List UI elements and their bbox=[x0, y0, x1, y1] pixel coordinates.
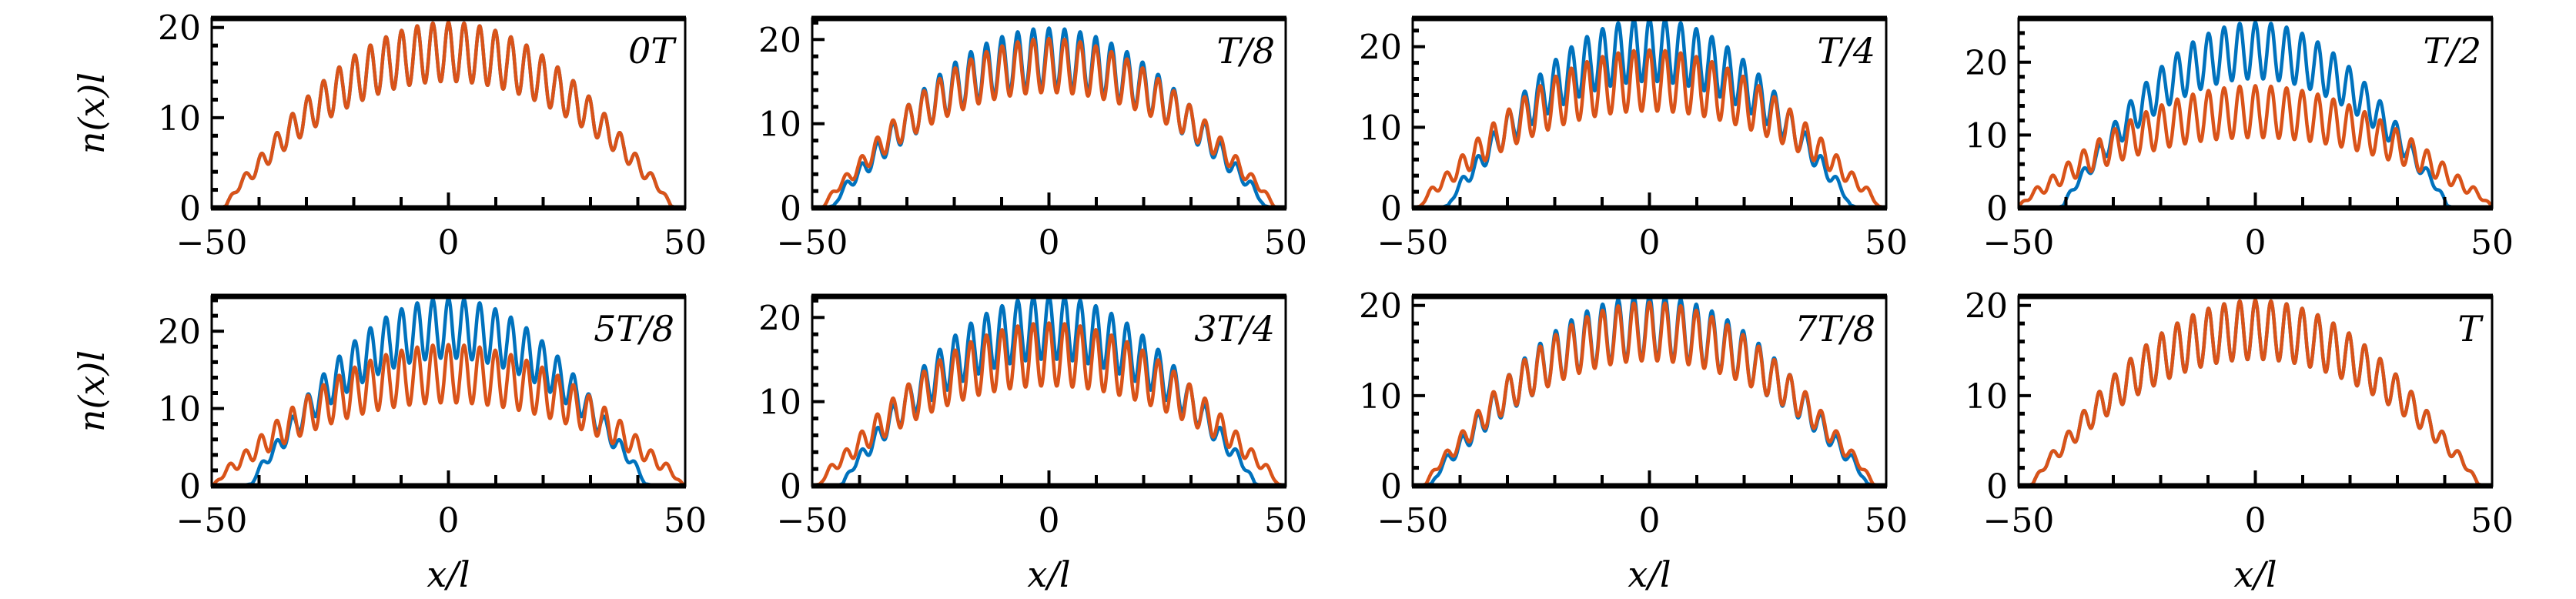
y-tick-label: 20 bbox=[1965, 44, 2008, 83]
x-tick-label: 0 bbox=[1039, 501, 1060, 540]
axes-frame bbox=[2017, 17, 2494, 209]
y-tick-label: 20 bbox=[158, 313, 201, 352]
series-line-orange bbox=[1413, 300, 1886, 486]
series-line-blue bbox=[812, 26, 1286, 208]
panel-time-label: 3T/4 bbox=[1194, 308, 1275, 350]
x-tick-label: −50 bbox=[1377, 501, 1449, 540]
series-line-orange bbox=[812, 321, 1286, 486]
y-tick-label: 20 bbox=[1965, 287, 2008, 326]
x-tick-label: 50 bbox=[1264, 501, 1307, 540]
y-axis-label: n(x)l bbox=[71, 72, 112, 154]
series-line-orange bbox=[2019, 84, 2492, 208]
panel-time-label: 5T/8 bbox=[594, 308, 674, 350]
axes-frame bbox=[811, 17, 1287, 209]
y-tick-label: 20 bbox=[1359, 287, 1402, 326]
y-tick-label: 10 bbox=[158, 99, 201, 139]
panel-time-label: T bbox=[2457, 308, 2484, 350]
x-tick-label: 50 bbox=[664, 223, 707, 263]
axes-frame bbox=[1411, 17, 1888, 209]
series-line-orange bbox=[212, 20, 685, 208]
x-tick-label: 0 bbox=[1639, 223, 1661, 263]
x-tick-label: 0 bbox=[2245, 223, 2267, 263]
x-tick-label: 50 bbox=[1865, 223, 1908, 263]
panel-time-label: 0T bbox=[628, 30, 677, 72]
panel-time-label: 7T/8 bbox=[1795, 308, 1875, 350]
x-tick-label: 50 bbox=[1865, 501, 1908, 540]
panel-time-label: T/4 bbox=[1818, 30, 1875, 72]
y-tick-label: 0 bbox=[1986, 467, 2008, 507]
x-tick-label: −50 bbox=[1377, 223, 1449, 263]
x-tick-label: 0 bbox=[1639, 501, 1661, 540]
x-tick-label: 50 bbox=[1264, 223, 1307, 263]
series-line-orange bbox=[812, 36, 1286, 208]
y-tick-label: 0 bbox=[1986, 189, 2008, 229]
y-tick-label: 10 bbox=[758, 105, 801, 145]
y-tick-label: 10 bbox=[1965, 116, 2008, 156]
series-line-orange bbox=[212, 343, 685, 486]
x-tick-label: 50 bbox=[664, 501, 707, 540]
x-tick-label: 0 bbox=[2245, 501, 2267, 540]
y-tick-label: 10 bbox=[1359, 109, 1402, 148]
y-tick-label: 10 bbox=[158, 390, 201, 430]
y-tick-label: 10 bbox=[1359, 377, 1402, 417]
x-tick-label: −50 bbox=[176, 501, 248, 540]
panel-time-label: T/2 bbox=[2424, 30, 2481, 72]
x-tick-label: −50 bbox=[1983, 501, 2055, 540]
axes-frame bbox=[210, 17, 687, 209]
x-tick-label: −50 bbox=[777, 501, 848, 540]
y-tick-label: 20 bbox=[158, 9, 201, 49]
y-tick-label: 0 bbox=[1380, 189, 1402, 229]
x-axis-label: x/l bbox=[1027, 554, 1070, 595]
x-axis-label: x/l bbox=[427, 554, 470, 595]
x-tick-label: −50 bbox=[176, 223, 248, 263]
x-tick-label: 0 bbox=[1039, 223, 1060, 263]
y-tick-label: 0 bbox=[1380, 467, 1402, 507]
y-tick-label: 0 bbox=[780, 467, 801, 507]
y-tick-label: 20 bbox=[1359, 28, 1402, 68]
y-tick-label: 10 bbox=[1965, 377, 2008, 417]
y-tick-label: 10 bbox=[758, 383, 801, 423]
x-tick-label: 50 bbox=[2471, 501, 2514, 540]
series-line-blue bbox=[1413, 18, 1886, 208]
x-tick-label: −50 bbox=[777, 223, 848, 263]
x-tick-label: 0 bbox=[438, 501, 460, 540]
series-line-orange bbox=[2019, 298, 2492, 486]
y-tick-label: 0 bbox=[780, 189, 801, 229]
x-axis-label: x/l bbox=[2233, 554, 2277, 595]
panel-time-label: T/8 bbox=[1217, 30, 1275, 72]
y-axis-label: n(x)l bbox=[71, 350, 112, 432]
series-line-blue bbox=[2019, 298, 2492, 486]
y-tick-label: 20 bbox=[758, 21, 801, 60]
x-tick-label: −50 bbox=[1983, 223, 2055, 263]
axes-frame bbox=[2017, 295, 2494, 487]
series-line-blue bbox=[212, 20, 685, 208]
x-tick-label: 50 bbox=[2471, 223, 2514, 263]
y-tick-label: 20 bbox=[758, 299, 801, 338]
x-axis-label: x/l bbox=[1628, 554, 1671, 595]
series-line-orange bbox=[1413, 48, 1886, 208]
x-tick-label: 0 bbox=[438, 223, 460, 263]
series-line-blue bbox=[2019, 20, 2492, 208]
y-tick-label: 0 bbox=[179, 467, 201, 507]
y-tick-label: 0 bbox=[179, 189, 201, 229]
